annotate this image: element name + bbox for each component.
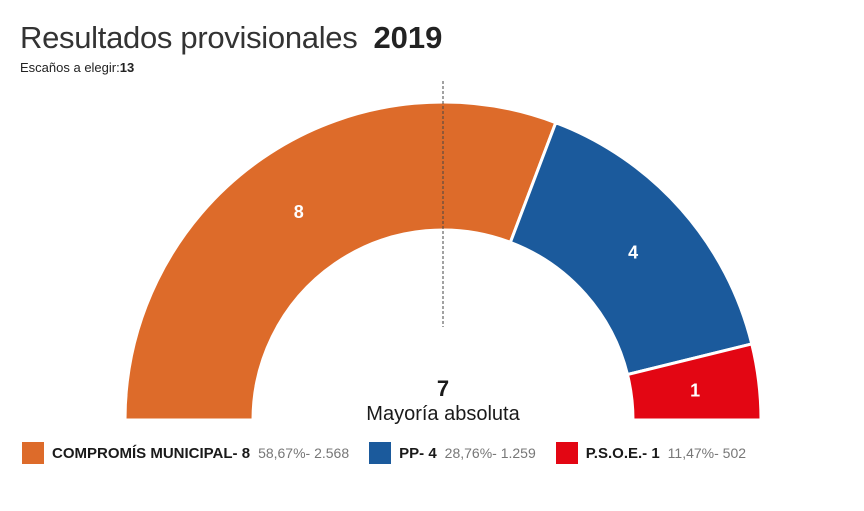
segment-label-2: 1 — [690, 380, 700, 400]
legend-detail-psoe: 11,47%- 502 — [667, 445, 747, 461]
seats-to-elect: Escaños a elegir:13 — [20, 60, 442, 75]
majority-value: 7 — [437, 376, 449, 401]
majority-label: Mayoría absoluta — [366, 403, 520, 425]
title-row: Resultados provisionales 2019 — [20, 22, 442, 53]
legend-item-pp: PP- 4 28,76%- 1.259 — [369, 442, 536, 464]
legend-label-pp: PP- 4 — [399, 444, 437, 462]
legend-label-compromis: COMPROMÍS MUNICIPAL- 8 — [52, 444, 251, 462]
chart-header: Resultados provisionales 2019 Escaños a … — [20, 22, 442, 75]
seats-label: Escaños a elegir: — [20, 60, 120, 75]
segment-label-1: 4 — [628, 243, 638, 263]
legend-detail-pp: 28,76%- 1.259 — [444, 445, 536, 461]
legend: COMPROMÍS MUNICIPAL- 8 58,67%- 2.568 PP-… — [22, 442, 746, 464]
segment-1 — [508, 120, 754, 377]
segment-2 — [625, 342, 763, 422]
segment-0 — [123, 100, 558, 422]
legend-item-psoe: P.S.O.E.- 1 11,47%- 502 — [555, 442, 747, 464]
segment-label-0: 8 — [294, 202, 304, 222]
legend-swatch-psoe — [555, 442, 578, 464]
chart-year: 2019 — [373, 20, 443, 55]
seat-segments — [123, 100, 763, 422]
legend-item-compromis: COMPROMÍS MUNICIPAL- 8 58,67%- 2.568 — [22, 442, 349, 464]
legend-swatch-compromis — [22, 442, 44, 464]
legend-label-psoe: P.S.O.E.- 1 — [585, 444, 660, 462]
seats-total: 13 — [119, 60, 135, 75]
chart-title: Resultados provisionales — [20, 20, 358, 55]
seat-labels: 8 4 1 — [294, 202, 700, 400]
legend-detail-compromis: 58,67%- 2.568 — [258, 445, 350, 461]
legend-swatch-pp — [369, 442, 392, 464]
